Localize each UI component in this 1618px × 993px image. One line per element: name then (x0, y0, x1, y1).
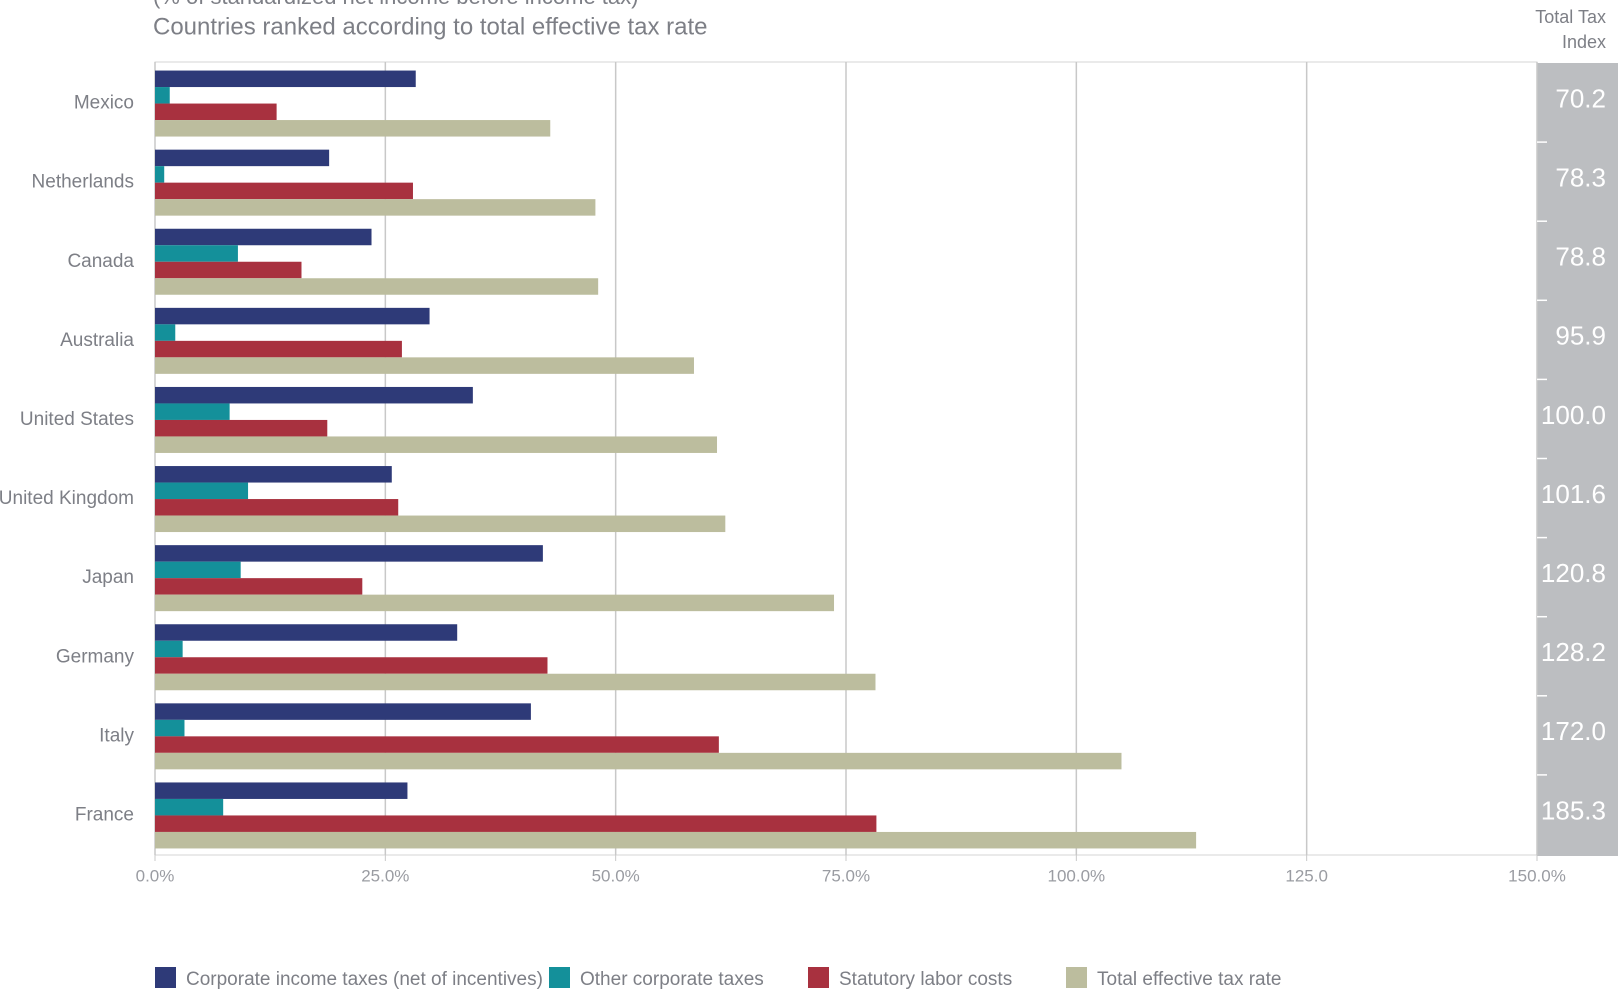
bar (155, 561, 241, 579)
index-title: Index (1562, 32, 1606, 52)
y-tick-label: Mexico (74, 93, 134, 114)
bar (155, 545, 543, 562)
bar (155, 657, 548, 674)
bar (155, 324, 176, 341)
y-tick-label: Australia (60, 330, 134, 351)
index-label: 120.8 (1541, 558, 1606, 588)
bar (155, 736, 719, 753)
bar (155, 798, 224, 816)
bar (155, 815, 877, 832)
bar (155, 307, 430, 325)
index-label: 128.2 (1541, 637, 1606, 667)
index-panel (1537, 63, 1618, 856)
bar (155, 594, 835, 612)
legend-label: Statutory labor costs (839, 969, 1012, 990)
legend-swatch (549, 967, 570, 988)
index-label: 78.8 (1555, 242, 1606, 272)
bar (155, 436, 718, 453)
chart-title: Countries ranked according to total effe… (153, 13, 708, 40)
bar (155, 752, 1122, 770)
legend-label: Other corporate taxes (580, 969, 764, 990)
x-tick-label: 75.0% (822, 866, 870, 885)
y-tick-label: Japan (82, 567, 134, 588)
index-label: 172.0 (1541, 716, 1606, 746)
index-title: Total Tax (1535, 7, 1606, 27)
bar (155, 703, 531, 720)
x-tick-label: 0.0% (136, 866, 175, 885)
x-tick-label: 150.0% (1508, 866, 1566, 885)
index-label: 101.6 (1541, 479, 1606, 509)
bar (155, 578, 363, 595)
bar (155, 499, 399, 516)
legend-swatch (1066, 967, 1087, 988)
y-tick-label: United States (20, 409, 134, 430)
bar (155, 357, 694, 374)
index-label: 185.3 (1541, 795, 1606, 825)
y-tick-label: Netherlands (32, 172, 134, 193)
y-tick-label: United Kingdom (0, 488, 134, 509)
bar (155, 831, 1197, 849)
bar (155, 466, 392, 483)
x-tick-label: 125.0 (1285, 866, 1328, 885)
bar (155, 103, 277, 121)
bar (155, 624, 458, 641)
bar (155, 166, 165, 183)
bar (155, 403, 230, 420)
bar (155, 149, 330, 167)
bar (155, 199, 596, 216)
legend-label: Total effective tax rate (1097, 969, 1281, 990)
chart-subtitle: (% of standardized net income before inc… (153, 0, 638, 9)
index-label: 95.9 (1555, 321, 1606, 351)
legend-swatch (155, 967, 176, 988)
bar (155, 261, 302, 279)
y-tick-label: Italy (99, 725, 134, 746)
x-tick-label: 100.0% (1047, 866, 1105, 885)
y-tick-label: Canada (67, 251, 134, 272)
bar (155, 245, 238, 262)
bar (155, 782, 408, 799)
bar (155, 278, 599, 295)
bar (155, 228, 372, 246)
bar (155, 515, 726, 533)
bar (155, 120, 551, 137)
x-tick-label: 50.0% (592, 866, 640, 885)
bar (155, 70, 416, 88)
legend-swatch (808, 967, 829, 988)
bar (155, 673, 876, 691)
bar (155, 386, 473, 404)
legend-label: Corporate income taxes (net of incentive… (186, 969, 543, 990)
bar (155, 640, 183, 658)
index-label: 100.0 (1541, 400, 1606, 430)
x-tick-label: 25.0% (361, 866, 409, 885)
y-tick-label: Germany (56, 646, 135, 667)
y-tick-label: France (75, 804, 134, 825)
index-label: 78.3 (1555, 163, 1606, 193)
bar (155, 340, 402, 358)
bar (155, 419, 328, 437)
index-label: 70.2 (1555, 83, 1606, 113)
bar (155, 87, 170, 104)
bar (155, 719, 185, 737)
bar (155, 482, 249, 500)
bar (155, 182, 413, 200)
